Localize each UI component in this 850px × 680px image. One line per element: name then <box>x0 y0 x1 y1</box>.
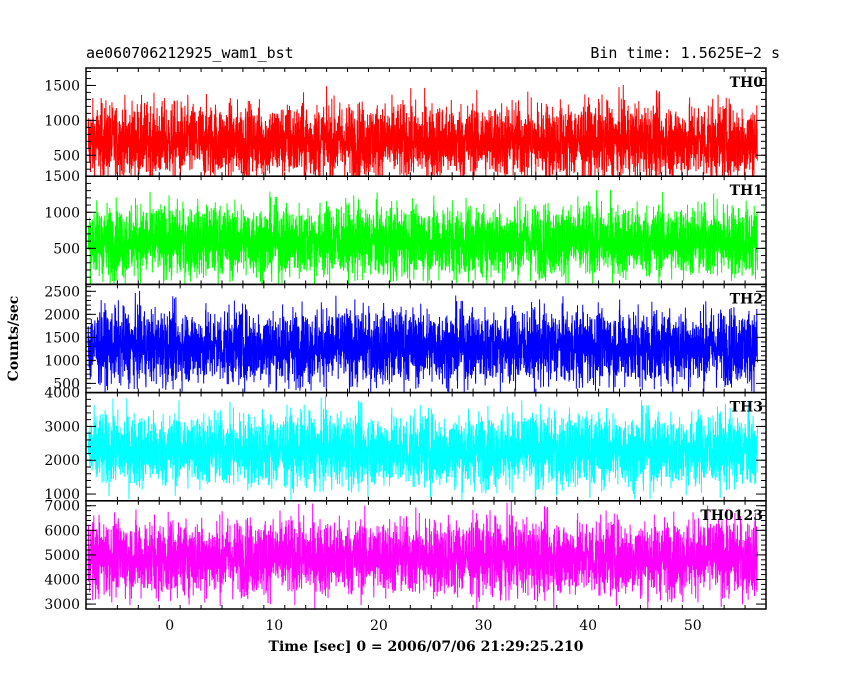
chart-title: ae060706212925_wam1_bst <box>86 44 294 62</box>
bin-time-label: Bin time: 1.5625E−2 s <box>590 44 780 62</box>
panel-label-th0123: TH0123 <box>700 508 763 524</box>
y-tick-label: 2500 <box>44 284 80 300</box>
y-tick-label: 1500 <box>44 330 80 346</box>
series-th0-line <box>87 85 758 177</box>
y-tick-label: 1000 <box>44 353 80 369</box>
x-tick-label: 0 <box>165 618 174 634</box>
x-tick-label: 30 <box>475 618 493 634</box>
series-th0123-line <box>87 500 758 609</box>
panel-label-th3: TH3 <box>730 400 763 416</box>
y-tick-label: 1000 <box>44 113 80 129</box>
panel-label-th0: TH0 <box>730 75 764 91</box>
x-tick-label: 10 <box>265 618 283 634</box>
y-tick-label: 4000 <box>44 572 80 588</box>
y-tick-label: 1000 <box>44 487 80 503</box>
y-tick-label: 2000 <box>44 307 80 323</box>
y-tick-label: 500 <box>53 376 80 392</box>
series-th1-line <box>87 189 758 285</box>
y-tick-label: 500 <box>53 148 80 164</box>
x-tick-label: 40 <box>579 618 597 634</box>
y-tick-label: 4000 <box>44 386 80 402</box>
y-tick-label: 1500 <box>44 169 80 185</box>
y-tick-label: 1500 <box>44 78 80 94</box>
y-tick-label: 5000 <box>44 548 80 564</box>
x-tick-label: 50 <box>684 618 702 634</box>
x-axis-label: Time [sec] 0 = 2006/07/06 21:29:25.210 <box>269 639 584 655</box>
panel-label-th1: TH1 <box>730 183 763 199</box>
y-tick-label: 3000 <box>44 419 80 435</box>
series-th2-line <box>87 290 758 393</box>
y-tick-label: 2000 <box>44 453 80 469</box>
y-tick-label: 3000 <box>44 597 80 613</box>
y-tick-label: 6000 <box>44 523 80 539</box>
series-th3-line <box>87 395 758 501</box>
x-tick-label: 20 <box>370 618 388 634</box>
y-tick-label: 500 <box>53 241 80 257</box>
y-tick-label: 7000 <box>44 499 80 515</box>
y-tick-label: 1000 <box>44 205 80 221</box>
panel-label-th2: TH2 <box>730 291 763 307</box>
y-axis-label: Counts/sec <box>6 296 22 382</box>
